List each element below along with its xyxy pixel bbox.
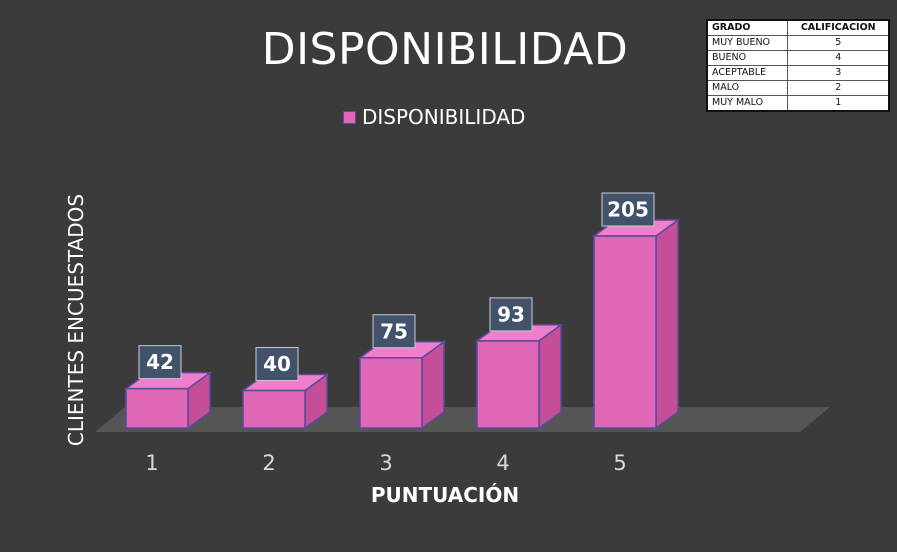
x-tick-label: 5 xyxy=(613,451,626,475)
x-axis-label: PUNTUACIÓN xyxy=(370,483,520,507)
data-label: 75 xyxy=(380,319,408,343)
chart-title: DISPONIBILIDAD xyxy=(261,24,629,75)
table-cell-calificacion: 1 xyxy=(787,95,890,112)
rating-reference-table: GRADO CALIFICACION MUY BUENO 5 BUENO 4 A… xyxy=(706,19,890,112)
data-label-box xyxy=(255,347,299,382)
bar-side xyxy=(655,218,679,430)
x-tick-label: 2 xyxy=(262,451,275,475)
x-tick-label: 3 xyxy=(379,451,392,475)
legend: DISPONIBILIDAD xyxy=(343,105,525,129)
data-label: 42 xyxy=(146,350,174,374)
table-row: MALO 2 xyxy=(706,80,890,96)
table-row: MUY BUENO 5 xyxy=(706,35,890,51)
data-label-box xyxy=(601,192,655,227)
table-cell-calificacion: 2 xyxy=(787,80,890,96)
bar xyxy=(125,387,189,429)
table-row: MUY MALO 1 xyxy=(706,95,890,112)
bar-side xyxy=(538,323,562,430)
legend-swatch xyxy=(343,110,356,124)
legend-label: DISPONIBILIDAD xyxy=(362,105,526,129)
data-label: 93 xyxy=(497,302,525,326)
data-label: 40 xyxy=(263,352,291,376)
table-row: ACEPTABLE 3 xyxy=(706,65,890,81)
bar xyxy=(242,389,306,429)
data-label-box xyxy=(372,314,416,349)
x-tick-label: 4 xyxy=(496,451,509,475)
bar xyxy=(593,235,657,429)
data-label-box xyxy=(138,345,182,380)
data-label-box xyxy=(489,297,533,332)
bar xyxy=(476,340,540,429)
bar xyxy=(359,357,423,429)
table-cell-grado: MUY MALO xyxy=(706,95,789,112)
data-label: 205 xyxy=(607,198,649,222)
x-tick-label: 1 xyxy=(145,451,158,475)
